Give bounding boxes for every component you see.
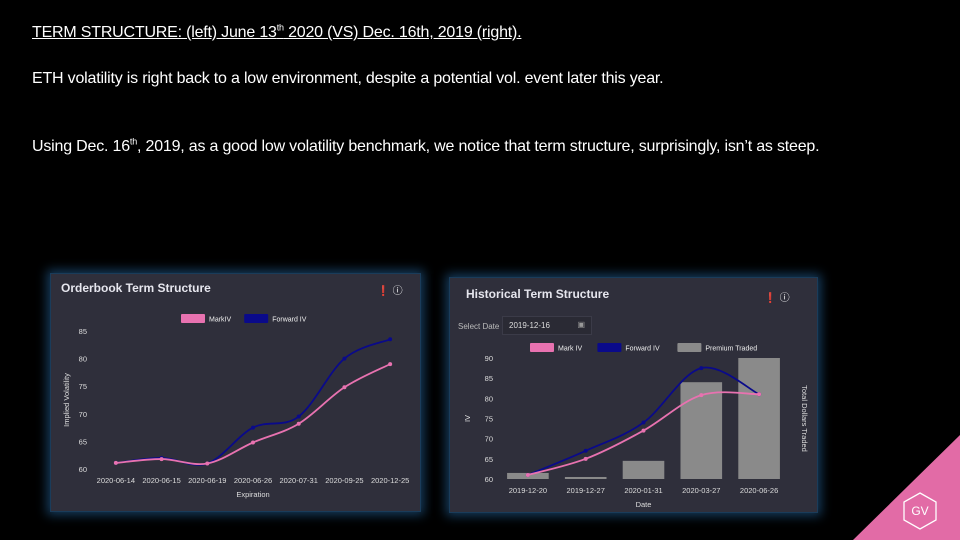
legend-label: MarkIV: [209, 317, 232, 324]
legend-swatch: [677, 343, 702, 352]
forward-iv-point: [583, 448, 588, 453]
mark-iv-point: [583, 456, 588, 461]
mark-iv-point: [757, 392, 762, 397]
legend-label: Mark IV: [558, 346, 582, 353]
y-axis-label: IV: [463, 415, 472, 422]
legend-label: Forward IV: [272, 317, 307, 324]
logo-text: GV: [911, 504, 928, 518]
y-tick-label: 80: [79, 355, 87, 364]
mark-iv-point: [159, 457, 164, 462]
slide-title: TERM STRUCTURE: (left) June 13th 2020 (V…: [32, 22, 522, 41]
y-tick-label: 65: [485, 455, 493, 464]
forward-iv-point: [641, 420, 646, 425]
mark-iv-point: [641, 428, 646, 433]
panel-title: Historical Term Structure: [466, 287, 610, 301]
mark-iv-point: [388, 362, 393, 367]
premium-bar: [564, 476, 607, 479]
x-tick-label: 2019-12-20: [509, 486, 547, 495]
x-tick-label: 2020-03-27: [682, 486, 720, 495]
select-date-label: Select Date: [458, 322, 500, 331]
legend-swatch: [181, 314, 205, 323]
help-icon[interactable]: ⓘ: [392, 286, 403, 297]
mark-iv-point: [296, 421, 301, 426]
y-tick-label: 75: [485, 415, 493, 424]
legend-label: Forward IV: [625, 346, 660, 353]
x-tick-label: 2020-07-31: [280, 476, 318, 485]
legend-swatch: [530, 343, 554, 352]
x-tick-label: 2020-06-14: [97, 476, 135, 485]
y-tick-label: 70: [485, 435, 493, 444]
gv-logo: GV: [903, 492, 937, 530]
y-tick-label: 75: [79, 382, 87, 391]
y-tick-label: 80: [485, 394, 493, 403]
x-tick-label: 2019-12-27: [567, 486, 605, 495]
forward-iv-point: [388, 337, 393, 342]
date-input[interactable]: 2019-12-16 ▣: [502, 316, 592, 335]
corner-decoration: [853, 435, 960, 540]
premium-bar: [738, 358, 780, 479]
mark-iv-point: [205, 461, 210, 466]
orderbook-chart: 60 65 70 75 80 85 2020-06-14 2020-06-15 2020-06-…: [62, 314, 409, 499]
orderbook-term-structure-panel: Orderbook Term Structure ❗ ⓘ 60 65 70 75 80 8…: [50, 273, 421, 512]
forward-iv-point: [251, 425, 255, 430]
help-icon[interactable]: ⓘ: [779, 293, 790, 304]
legend-swatch: [244, 314, 269, 323]
x-tick-label: 2020-01-31: [624, 486, 662, 495]
legend-label: Premium Traded: [705, 346, 757, 353]
x-tick-label: 2020-09-25: [325, 476, 363, 485]
slide-line-2: Using Dec. 16th, 2019, as a good low vol…: [32, 136, 820, 155]
forward-iv-point: [296, 414, 301, 419]
date-value: 2019-12-16: [509, 321, 550, 330]
mark-iv-point: [699, 393, 704, 398]
forward-iv-line: [115, 338, 391, 466]
x-axis-label: Expiration: [236, 490, 269, 499]
panel-title: Orderbook Term Structure: [61, 281, 211, 295]
x-tick-label: 2020-06-26: [740, 486, 778, 495]
x-tick-label: 2020-12-25: [371, 476, 409, 485]
info-icon[interactable]: ❗: [764, 293, 777, 304]
y-tick-label: 85: [485, 374, 493, 383]
info-icon[interactable]: ❗: [377, 286, 390, 297]
historical-chart: 60 65 70 75 80 85 90 2019-12-20 2019-12-27 2020-0…: [463, 343, 809, 509]
mark-iv-point: [113, 460, 118, 465]
y-tick-label: 60: [485, 475, 493, 484]
x-tick-label: 2020-06-19: [188, 476, 226, 485]
y-tick-label: 70: [79, 410, 87, 419]
historical-term-structure-panel: Historical Term Structure ❗ ⓘ Select Dat…: [449, 277, 818, 513]
x-tick-label: 2020-06-15: [142, 476, 180, 485]
slide-line-1: ETH volatility is right back to a low en…: [32, 70, 664, 87]
forward-iv-point: [342, 356, 347, 361]
y2-axis-label: Total Dollars Traded: [800, 385, 809, 452]
x-tick-label: 2020-06-26: [234, 476, 272, 485]
mark-iv-point: [251, 440, 255, 445]
calendar-icon[interactable]: ▣: [577, 320, 585, 329]
y-tick-label: 90: [485, 354, 493, 363]
mark-iv-point: [525, 472, 530, 477]
legend-swatch: [597, 343, 622, 352]
x-axis-label: Date: [636, 500, 652, 509]
y-axis-label: Implied Volatility: [62, 373, 71, 427]
premium-bar: [622, 460, 665, 479]
mark-iv-line: [115, 363, 391, 465]
premium-bar: [680, 382, 723, 479]
forward-iv-point: [699, 366, 704, 371]
y-tick-label: 65: [79, 437, 87, 446]
mark-iv-point: [342, 385, 347, 390]
y-tick-label: 85: [79, 327, 87, 336]
y-tick-label: 60: [79, 465, 87, 474]
